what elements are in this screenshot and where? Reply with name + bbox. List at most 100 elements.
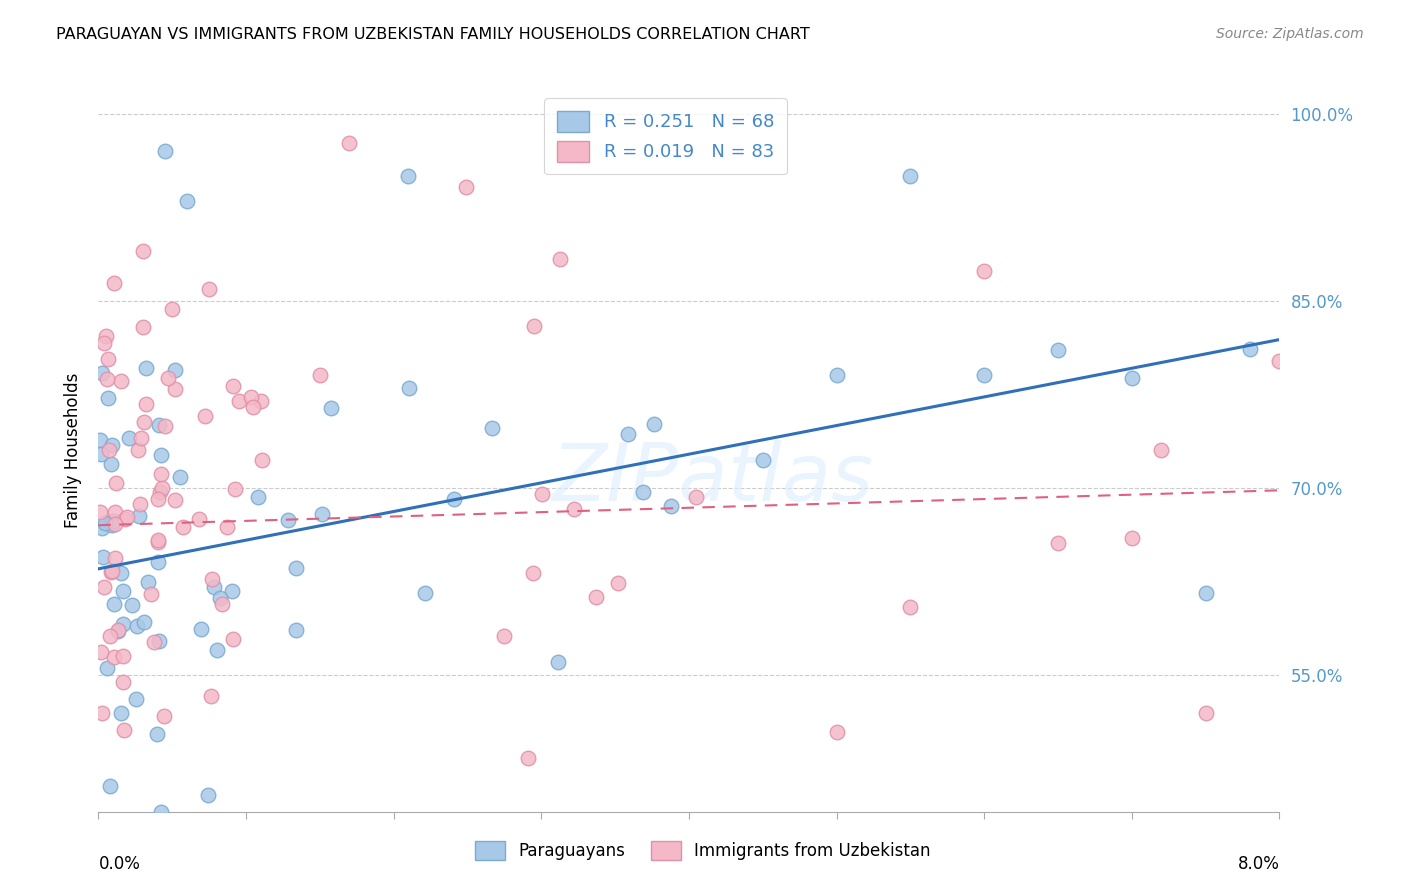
Text: Source: ZipAtlas.com: Source: ZipAtlas.com xyxy=(1216,27,1364,41)
Point xyxy=(1195,586,1218,600)
Point xyxy=(242,400,264,414)
Point xyxy=(104,516,127,531)
Point xyxy=(146,535,169,549)
Point xyxy=(176,194,198,209)
Point xyxy=(228,393,250,408)
Point xyxy=(198,281,221,295)
Point xyxy=(103,649,125,664)
Point xyxy=(187,512,209,526)
Point xyxy=(633,485,655,500)
Point xyxy=(825,725,848,739)
Point xyxy=(162,302,184,317)
Point xyxy=(337,136,360,150)
Point xyxy=(607,576,630,591)
Y-axis label: Family Households: Family Households xyxy=(63,373,82,528)
Point xyxy=(110,566,132,581)
Point xyxy=(98,629,121,643)
Point xyxy=(111,584,134,599)
Point xyxy=(90,366,112,380)
Point xyxy=(135,360,157,375)
Point xyxy=(103,514,125,528)
Point xyxy=(153,145,176,159)
Text: 8.0%: 8.0% xyxy=(1237,855,1279,873)
Point xyxy=(900,599,922,614)
Point xyxy=(311,507,333,521)
Point xyxy=(91,521,114,535)
Point xyxy=(146,555,169,569)
Point xyxy=(481,421,503,435)
Point xyxy=(135,397,157,411)
Point xyxy=(101,438,124,452)
Point xyxy=(825,368,848,383)
Text: PARAGUAYAN VS IMMIGRANTS FROM UZBEKISTAN FAMILY HOUSEHOLDS CORRELATION CHART: PARAGUAYAN VS IMMIGRANTS FROM UZBEKISTAN… xyxy=(56,27,810,42)
Point xyxy=(398,169,420,184)
Point xyxy=(118,431,141,445)
Point xyxy=(132,416,155,430)
Legend: R = 0.251   N = 68, R = 0.019   N = 83: R = 0.251 N = 68, R = 0.019 N = 83 xyxy=(544,98,786,174)
Point xyxy=(104,550,127,565)
Point xyxy=(97,391,120,405)
Point xyxy=(250,452,273,467)
Point xyxy=(284,624,307,638)
Point xyxy=(516,750,538,764)
Point xyxy=(146,533,169,548)
Point xyxy=(530,487,553,501)
Point xyxy=(224,483,246,497)
Point xyxy=(121,598,143,612)
Point xyxy=(90,447,112,461)
Point xyxy=(100,518,122,533)
Point xyxy=(1121,531,1143,545)
Point xyxy=(103,597,125,611)
Point xyxy=(443,491,465,506)
Point xyxy=(127,443,149,458)
Point xyxy=(128,497,150,511)
Point xyxy=(90,645,112,659)
Point xyxy=(150,467,173,482)
Point xyxy=(246,490,269,504)
Point xyxy=(143,635,166,649)
Point xyxy=(117,510,139,524)
Point xyxy=(125,619,148,633)
Point xyxy=(149,484,172,499)
Point xyxy=(205,643,228,657)
Point xyxy=(1046,535,1070,549)
Point xyxy=(308,368,330,382)
Point xyxy=(148,634,170,648)
Point xyxy=(1121,370,1143,384)
Point xyxy=(94,516,117,530)
Point xyxy=(616,426,638,441)
Point xyxy=(398,381,420,395)
Point xyxy=(114,511,136,525)
Point xyxy=(156,371,179,385)
Point xyxy=(285,560,308,574)
Point xyxy=(100,565,122,579)
Point xyxy=(209,591,232,605)
Point xyxy=(129,431,152,445)
Point xyxy=(150,481,173,495)
Point xyxy=(132,320,155,334)
Point xyxy=(97,352,120,367)
Point xyxy=(125,692,148,706)
Point xyxy=(643,417,665,432)
Point xyxy=(111,616,134,631)
Point xyxy=(96,372,118,386)
Point xyxy=(659,500,682,514)
Point xyxy=(562,502,585,516)
Point xyxy=(973,264,995,278)
Point xyxy=(277,513,299,527)
Point xyxy=(103,276,125,290)
Point xyxy=(211,597,233,611)
Point xyxy=(169,469,191,483)
Point xyxy=(165,382,187,396)
Point xyxy=(163,363,186,377)
Point xyxy=(190,623,212,637)
Point xyxy=(150,449,173,463)
Point xyxy=(112,723,135,738)
Point xyxy=(94,328,117,343)
Point xyxy=(155,418,177,433)
Point xyxy=(146,727,169,741)
Point xyxy=(752,453,775,467)
Point xyxy=(321,401,343,415)
Point xyxy=(1195,706,1218,721)
Point xyxy=(523,318,546,333)
